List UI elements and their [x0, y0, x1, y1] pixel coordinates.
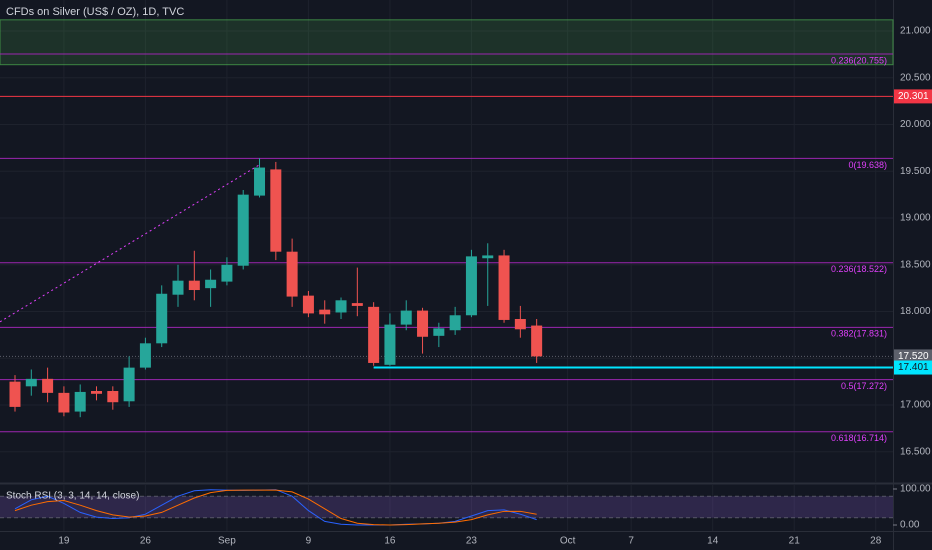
- candle-body: [302, 295, 314, 314]
- candle-body: [25, 378, 37, 387]
- candle-body: [368, 306, 380, 363]
- y-tick-label: 17.000: [900, 400, 931, 411]
- candle-body: [400, 310, 412, 325]
- x-tick-label: Oct: [560, 536, 576, 547]
- trend-line: [0, 164, 260, 323]
- price-label: 20.301: [898, 91, 929, 102]
- zone: [0, 19, 894, 66]
- candle-body: [433, 328, 445, 336]
- candle-body: [156, 293, 168, 344]
- candle-body: [482, 255, 494, 259]
- candle-body: [58, 392, 70, 413]
- fib-label: 0.618(16.714): [831, 433, 887, 443]
- x-tick-label: 23: [466, 536, 478, 547]
- chart-title: CFDs on Silver (US$ / OZ), 1D, TVC: [6, 6, 184, 18]
- candle-body: [417, 310, 429, 337]
- fib-label: 0.236(18.522): [831, 264, 887, 274]
- candle-body: [237, 194, 249, 266]
- fib-label: 0.382(17.831): [831, 329, 887, 339]
- candle-body: [319, 309, 331, 315]
- candle-body: [449, 315, 461, 331]
- candle-body: [270, 169, 282, 252]
- y-tick-label: 0.00: [900, 520, 920, 531]
- candle-body: [9, 381, 21, 407]
- y-tick-label: 100.00: [900, 484, 931, 495]
- candle-body: [498, 255, 510, 320]
- x-tick-label: 16: [384, 536, 396, 547]
- candle-body: [335, 300, 347, 313]
- candle-body: [254, 167, 266, 196]
- candle-body: [172, 280, 184, 295]
- indicator-name: Stoch RSI (3, 3, 14, 14, close): [6, 491, 139, 502]
- candle-body: [123, 367, 135, 402]
- x-tick-label: 14: [707, 536, 719, 547]
- y-tick-label: 16.500: [900, 446, 931, 457]
- price-label-box: [894, 349, 932, 364]
- candle-body: [465, 256, 477, 316]
- fib-label: 0.5(17.272): [841, 381, 887, 391]
- candle-body: [286, 251, 298, 297]
- stoch-band: [0, 496, 893, 518]
- y-tick-label: 18.000: [900, 306, 931, 317]
- x-tick-label: 26: [140, 536, 152, 547]
- candle-body: [74, 391, 86, 412]
- stoch-line: [14, 489, 537, 526]
- price-label: 17.520: [898, 351, 929, 362]
- y-tick-label: 20.500: [900, 72, 931, 83]
- candle-body: [351, 303, 363, 306]
- x-tick-label: 7: [628, 536, 634, 547]
- y-tick-label: 20.000: [900, 119, 931, 130]
- candle-body: [42, 378, 54, 393]
- candle-body: [531, 325, 543, 357]
- candle-body: [139, 343, 151, 368]
- candle-body: [384, 324, 396, 365]
- y-tick-label: 21.000: [900, 26, 931, 37]
- fib-label: 0.236(20.755): [831, 55, 887, 65]
- price-label-box: [894, 89, 932, 104]
- candle-body: [188, 280, 200, 291]
- candle-body: [107, 391, 119, 403]
- price-label: 17.401: [898, 362, 929, 373]
- x-tick-label: 28: [870, 536, 882, 547]
- candle-body: [514, 319, 526, 330]
- x-tick-label: 9: [306, 536, 312, 547]
- price-label-box: [894, 360, 932, 375]
- candle-body: [205, 279, 217, 289]
- x-tick-label: 19: [58, 536, 70, 547]
- candle-body: [221, 264, 233, 282]
- candle-body: [91, 391, 103, 394]
- y-tick-label: 19.000: [900, 213, 931, 224]
- x-tick-label: 21: [789, 536, 801, 547]
- y-tick-label: 19.500: [900, 166, 931, 177]
- y-tick-label: 18.500: [900, 259, 931, 270]
- x-tick-label: Sep: [218, 536, 236, 547]
- fib-label: 0(19.638): [848, 160, 887, 170]
